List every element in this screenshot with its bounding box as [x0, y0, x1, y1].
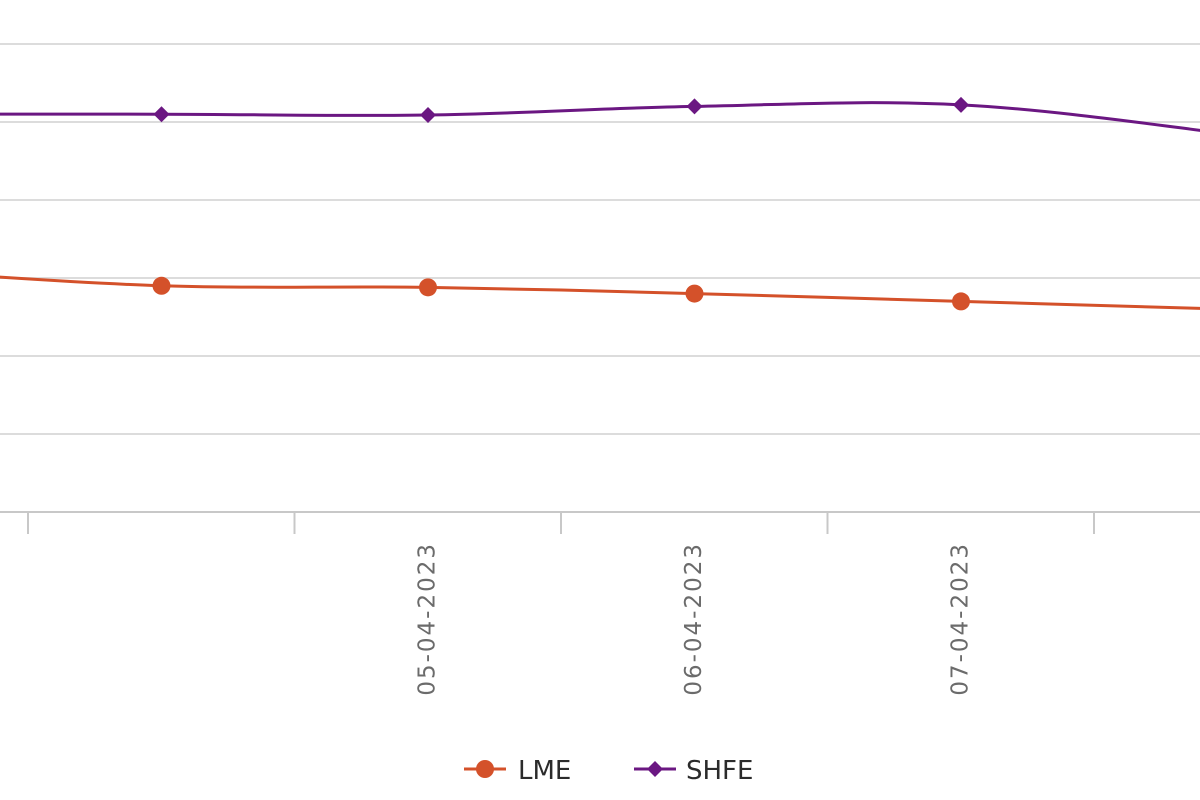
shfe-data-point — [953, 96, 969, 113]
shfe-data-point — [686, 98, 703, 115]
lme-series-line — [0, 275, 1200, 310]
x-tick-label: 06-04-2023 — [681, 542, 707, 696]
grid-layer — [0, 43, 1200, 435]
lme-legend-label: LME — [518, 756, 571, 786]
shfe-legend-marker — [647, 761, 663, 777]
shfe-series-line — [0, 101, 1200, 132]
lme-data-point — [419, 278, 437, 297]
legend: LME SHFE — [464, 756, 753, 786]
lme-legend-marker — [476, 760, 494, 778]
x-tick-label: 07-04-2023 — [948, 542, 974, 696]
shfe-data-point — [153, 106, 170, 123]
lme-data-point — [685, 284, 704, 303]
shfe-data-point — [420, 106, 436, 123]
lme-data-point — [952, 292, 970, 311]
x-tick-label: 05-04-2023 — [415, 542, 441, 696]
lme-data-point — [152, 276, 171, 295]
shfe-legend-label: SHFE — [686, 756, 753, 786]
series-layer — [0, 96, 1200, 311]
